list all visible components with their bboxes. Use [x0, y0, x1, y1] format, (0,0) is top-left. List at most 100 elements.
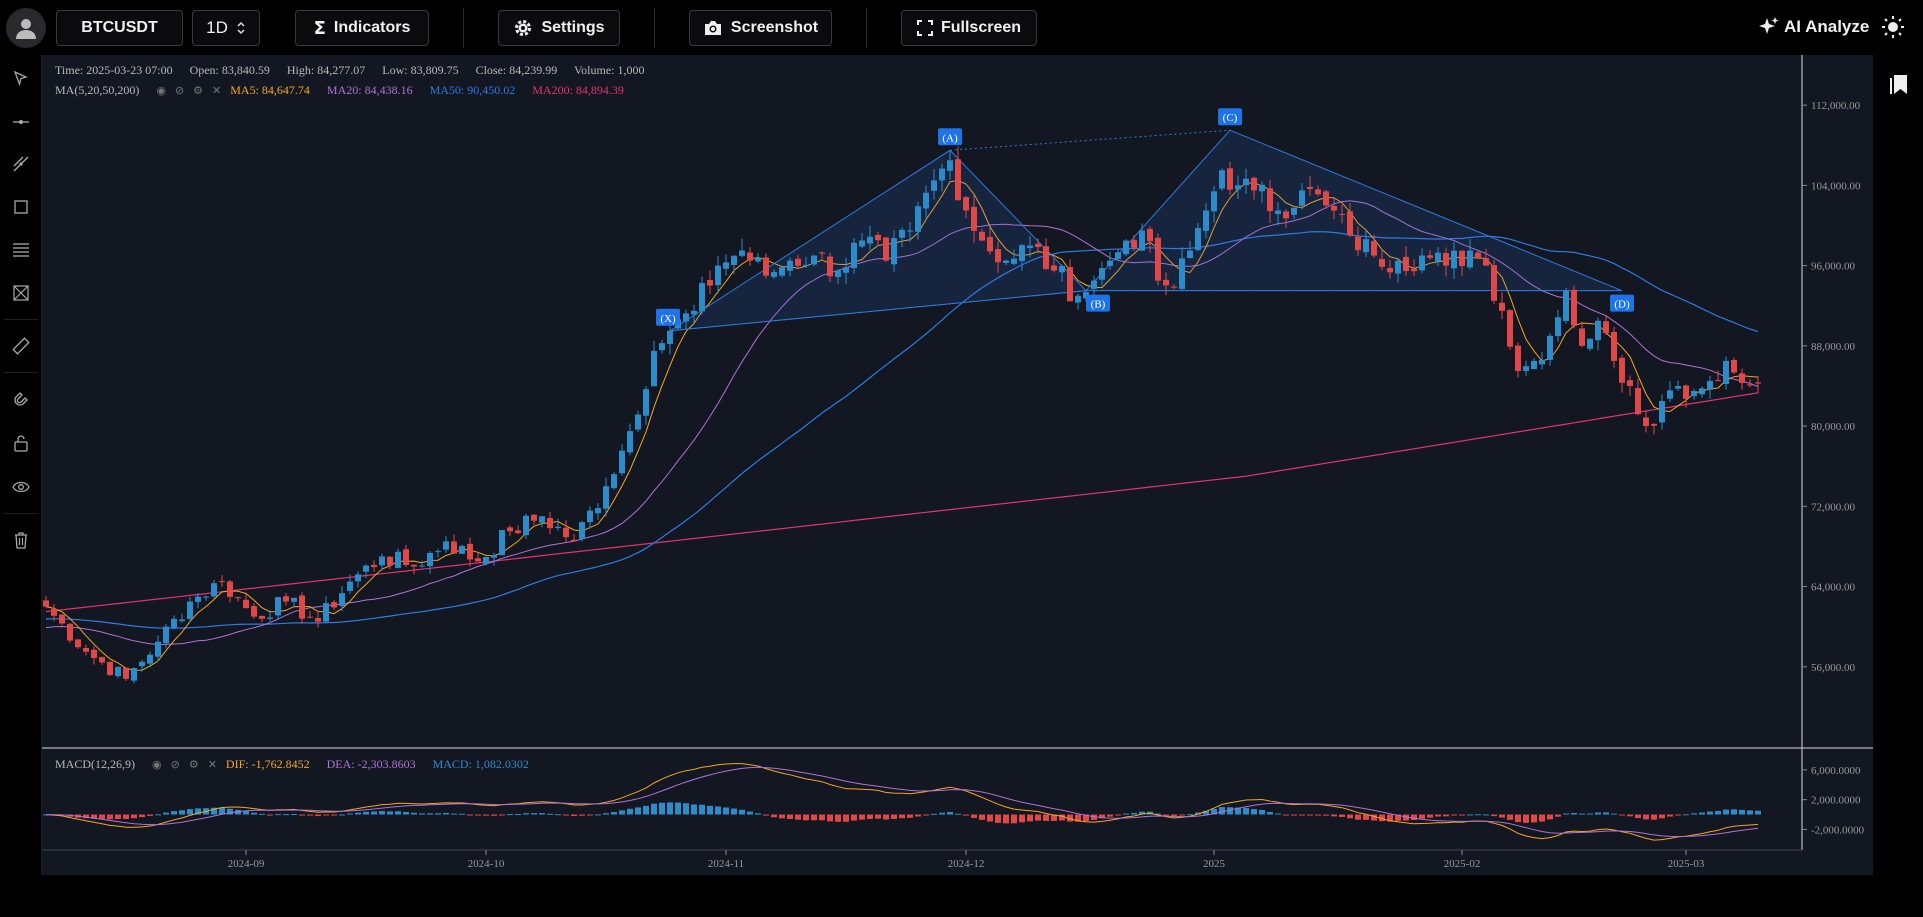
candle-body — [1011, 258, 1017, 264]
macd-histogram-bar — [291, 814, 297, 816]
price-tick-label: 56,000.00 — [1811, 662, 1856, 674]
eye-icon[interactable]: ◉ — [156, 84, 166, 97]
interval-select[interactable]: 1D — [192, 10, 260, 46]
candle-body — [363, 565, 369, 572]
theme-toggle[interactable] — [1880, 14, 1906, 45]
candle-body — [771, 272, 777, 277]
interval-label: 1D — [206, 18, 228, 37]
gear-icon[interactable]: ⚙ — [193, 84, 204, 97]
bookmark-button[interactable] — [1888, 72, 1910, 101]
candle-body — [51, 609, 57, 616]
delete-tool[interactable] — [10, 529, 32, 551]
time-tick-label: 2025-02 — [1444, 858, 1481, 870]
gear-icon[interactable]: ⚙ — [188, 758, 199, 771]
macd-histogram-bar — [83, 814, 89, 819]
magnet-tool[interactable] — [10, 388, 32, 410]
candle-body — [1739, 373, 1745, 383]
settings-button[interactable]: Settings — [498, 10, 620, 46]
candle-body — [1267, 188, 1273, 212]
cursor-tool[interactable] — [10, 67, 32, 89]
macd-histogram-bar — [539, 813, 545, 815]
candle-body — [347, 581, 353, 591]
macd-histogram-bar — [1067, 814, 1073, 822]
macd-histogram-bar — [1539, 814, 1545, 822]
macd-histogram-bar — [963, 814, 969, 816]
horizontal-line-tool[interactable] — [10, 111, 32, 133]
macd-histogram-bar — [1275, 813, 1281, 815]
macd-histogram-bar — [483, 814, 489, 816]
macd-histogram-bar — [683, 803, 689, 815]
candle-body — [435, 551, 441, 553]
candle-body — [59, 614, 65, 624]
candle-body — [91, 649, 97, 659]
ma200-line — [45, 392, 1759, 613]
indicators-button[interactable]: Σ Indicators — [295, 10, 429, 46]
trend-line-tool[interactable] — [10, 153, 32, 175]
chart-area[interactable]: (X) (A) (B) (C) (D) 112,000.00 104,000.00 96,0… — [42, 55, 1873, 875]
pattern-tool[interactable] — [10, 282, 32, 304]
macd-histogram-bar — [1747, 810, 1753, 815]
candle-body — [1227, 168, 1233, 190]
macd-histogram-bar — [1051, 814, 1057, 821]
macd-histogram-bar — [635, 807, 641, 815]
settings-label: Settings — [541, 19, 605, 36]
candle-body — [1323, 191, 1329, 206]
magnet-icon — [14, 392, 28, 406]
macd-histogram-bar — [131, 814, 137, 819]
eye-off-icon[interactable]: ⊘ — [170, 758, 180, 771]
screenshot-button[interactable]: Screenshot — [689, 10, 832, 46]
candle-body — [1259, 184, 1265, 192]
candle-body — [307, 616, 313, 618]
price-chart[interactable]: (X) (A) (B) (C) (D) 112,000.00 104,000.00 96,0… — [42, 55, 1873, 875]
macd-histogram-bar — [915, 814, 921, 817]
macd-histogram-bar — [195, 808, 201, 815]
macd-histogram-bar — [139, 814, 145, 818]
candle-body — [1715, 380, 1721, 382]
candle-body — [707, 279, 713, 286]
ai-analyze-button[interactable]: AI Analyze — [1758, 16, 1869, 38]
candle-body — [1251, 177, 1257, 191]
dif-line — [45, 763, 1759, 841]
candle-body — [1315, 189, 1321, 195]
fullscreen-button[interactable]: Fullscreen — [901, 10, 1037, 46]
candle-body — [987, 237, 993, 252]
macd-histogram-bar — [1219, 807, 1225, 815]
toolbar-divider — [654, 8, 655, 48]
candle-body — [227, 581, 233, 597]
candle-body — [907, 230, 913, 232]
price-tick-label: 104,000.00 — [1811, 180, 1861, 192]
macd-histogram-bar — [795, 814, 801, 820]
macd-histogram-bar — [467, 814, 473, 816]
eye-off-icon[interactable]: ⊘ — [174, 84, 185, 97]
candle-body — [763, 257, 769, 276]
symbol-button[interactable]: BTCUSDT — [56, 10, 183, 46]
visibility-tool[interactable] — [10, 476, 32, 498]
candle-body — [275, 597, 281, 616]
candle-body — [443, 541, 449, 550]
macd-histogram-bar — [1227, 807, 1233, 815]
candle-body — [499, 530, 505, 556]
macd-histogram-bar — [1019, 814, 1025, 823]
eye-icon[interactable]: ◉ — [152, 758, 162, 771]
fibonacci-tool[interactable] — [10, 239, 32, 261]
rectangle-tool[interactable] — [10, 196, 32, 218]
macd-histogram-bar — [787, 814, 793, 819]
ai-analyze-label: AI Analyze — [1784, 17, 1870, 36]
candle-body — [123, 667, 129, 679]
candle-body — [235, 597, 241, 599]
macd-histogram-bar — [1283, 814, 1289, 816]
avatar[interactable] — [6, 8, 46, 48]
close-icon[interactable]: ✕ — [212, 84, 222, 97]
fullscreen-label: Fullscreen — [940, 19, 1022, 36]
measure-tool[interactable] — [10, 335, 32, 357]
macd-histogram-bar — [1635, 814, 1641, 819]
macd-histogram-bar — [1083, 814, 1089, 822]
candle-body — [171, 618, 177, 628]
candle-body — [1467, 250, 1473, 268]
candle-body — [1507, 310, 1513, 347]
candle-body — [1411, 268, 1417, 272]
lock-tool[interactable] — [10, 432, 32, 454]
macd-histogram-bar — [115, 814, 121, 820]
candle-body — [83, 647, 89, 652]
close-icon[interactable]: ✕ — [207, 758, 217, 771]
